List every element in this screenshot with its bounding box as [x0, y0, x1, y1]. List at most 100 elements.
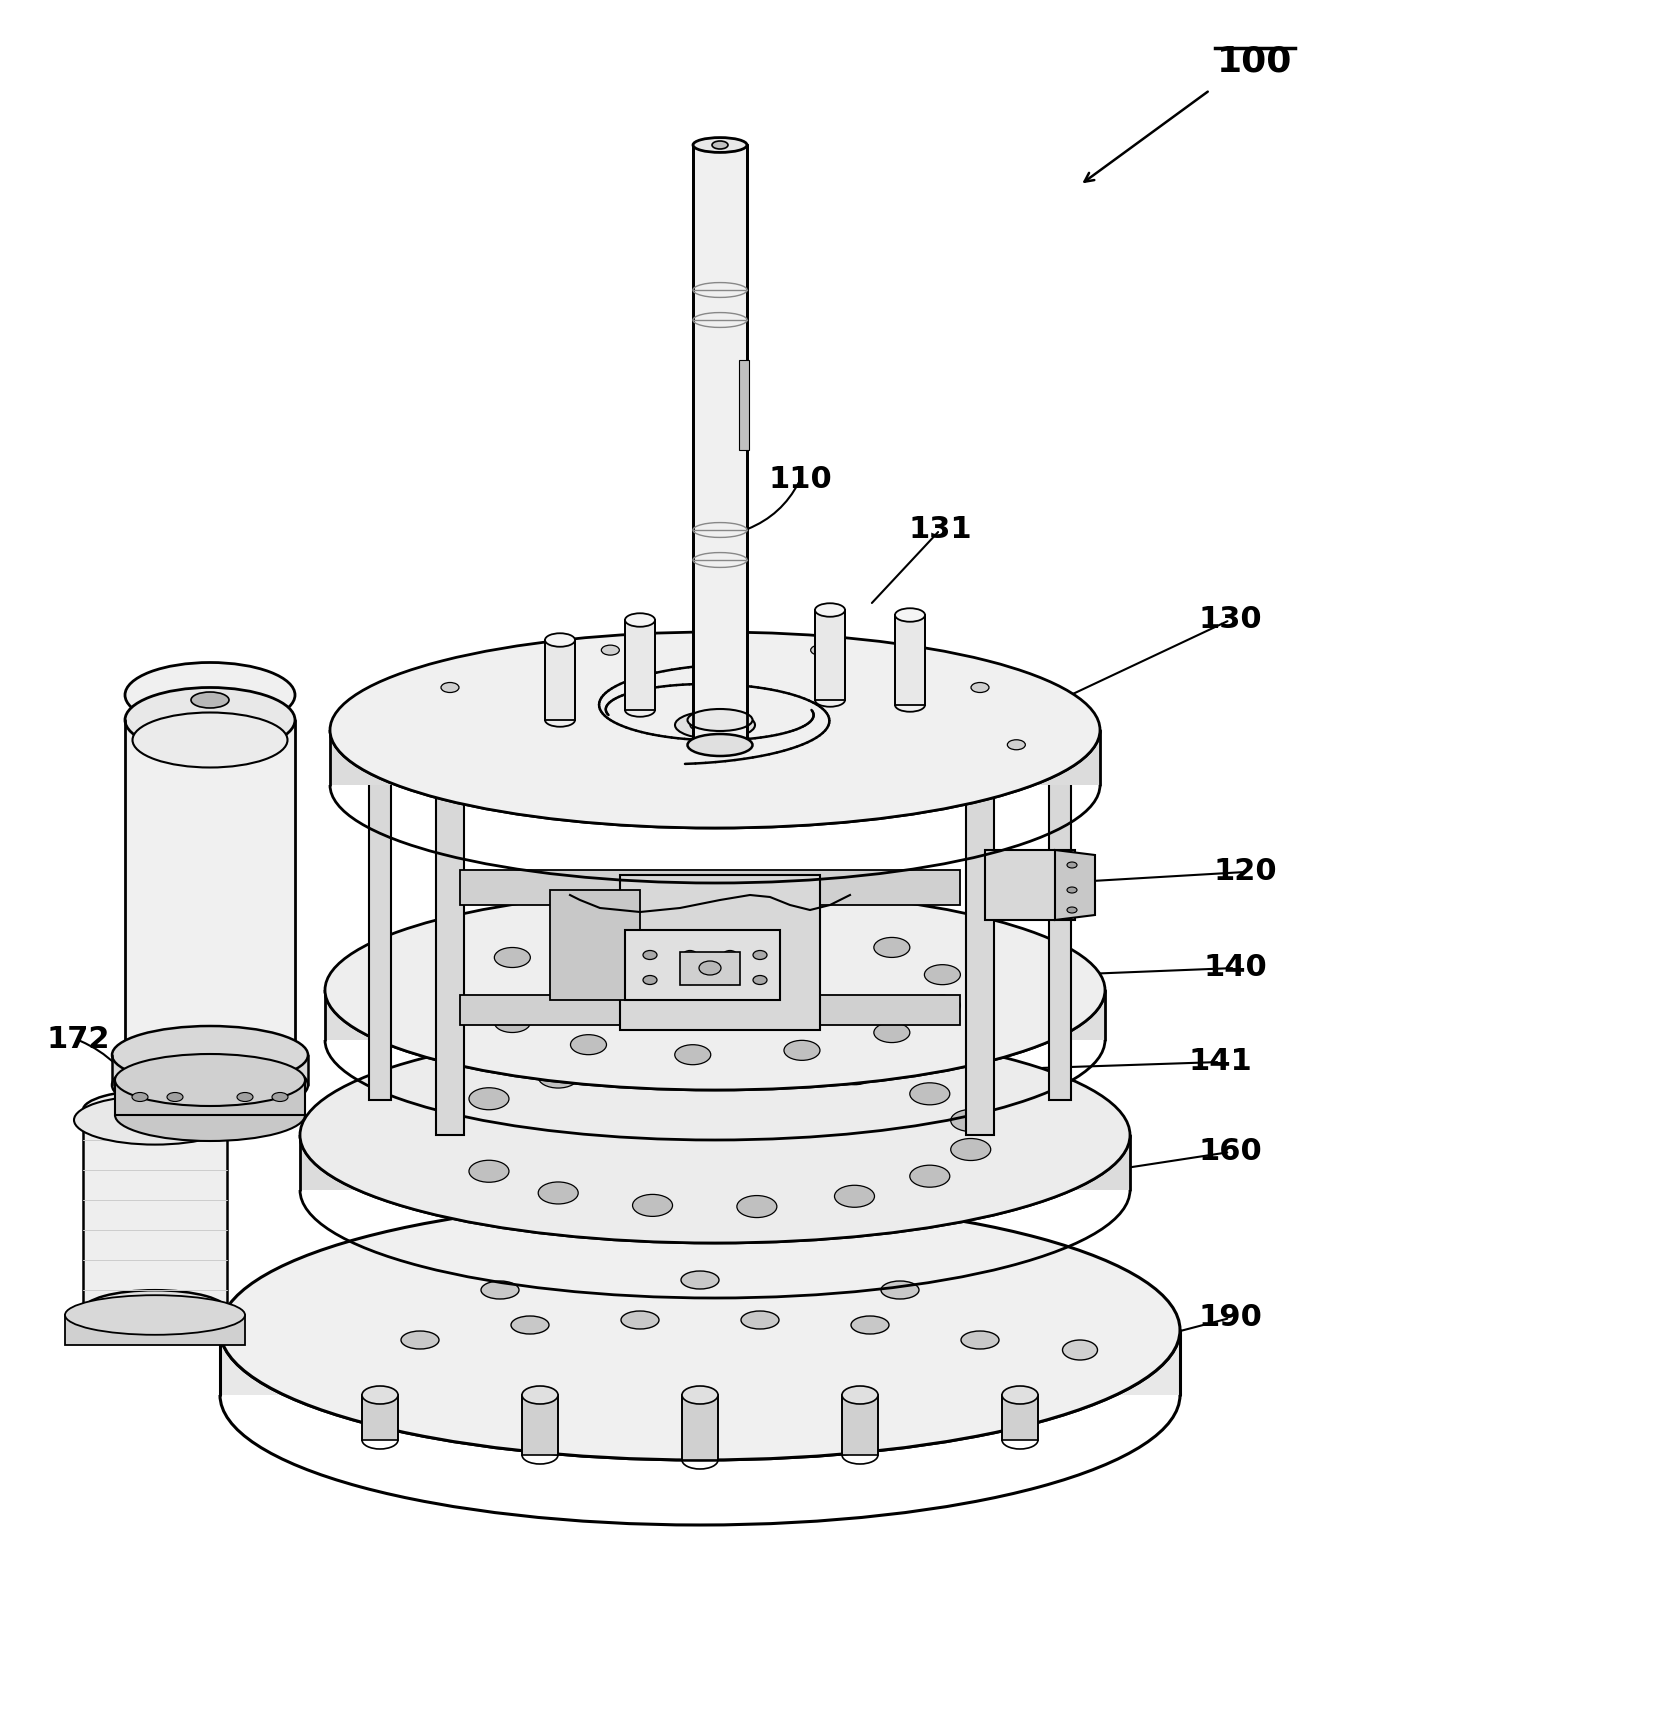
- Ellipse shape: [124, 663, 296, 727]
- Ellipse shape: [633, 1194, 673, 1216]
- Ellipse shape: [1049, 754, 1071, 766]
- Polygon shape: [114, 1081, 306, 1115]
- Polygon shape: [620, 874, 819, 1031]
- Ellipse shape: [675, 1045, 710, 1065]
- Ellipse shape: [683, 976, 697, 984]
- Ellipse shape: [1007, 740, 1026, 749]
- Ellipse shape: [970, 682, 989, 692]
- Ellipse shape: [326, 890, 1105, 1089]
- Polygon shape: [625, 929, 781, 1000]
- Ellipse shape: [965, 737, 994, 754]
- Ellipse shape: [683, 950, 697, 959]
- Ellipse shape: [480, 1282, 519, 1299]
- Text: 150: 150: [158, 701, 222, 730]
- Ellipse shape: [468, 1087, 509, 1110]
- Ellipse shape: [133, 713, 287, 768]
- Ellipse shape: [112, 1026, 307, 1084]
- Text: 140: 140: [1204, 953, 1268, 983]
- Ellipse shape: [724, 976, 737, 984]
- Polygon shape: [546, 641, 574, 720]
- Polygon shape: [1049, 759, 1071, 1100]
- Text: 110: 110: [767, 466, 831, 495]
- Ellipse shape: [301, 1027, 1130, 1244]
- Ellipse shape: [643, 950, 656, 959]
- Ellipse shape: [693, 137, 747, 153]
- Ellipse shape: [895, 608, 925, 622]
- Ellipse shape: [74, 1096, 237, 1144]
- Polygon shape: [895, 615, 925, 704]
- Text: 131: 131: [908, 515, 972, 545]
- Ellipse shape: [724, 950, 737, 959]
- Ellipse shape: [881, 1282, 918, 1299]
- Polygon shape: [986, 850, 1075, 921]
- Ellipse shape: [191, 692, 228, 708]
- Ellipse shape: [442, 682, 458, 692]
- Ellipse shape: [784, 919, 819, 940]
- Polygon shape: [326, 990, 1105, 1039]
- Ellipse shape: [873, 938, 910, 957]
- Polygon shape: [841, 1395, 878, 1455]
- Ellipse shape: [784, 1041, 819, 1060]
- Polygon shape: [814, 610, 845, 699]
- Ellipse shape: [401, 1331, 438, 1349]
- Polygon shape: [363, 1395, 398, 1440]
- Ellipse shape: [643, 976, 656, 984]
- Ellipse shape: [737, 1053, 777, 1074]
- Ellipse shape: [1066, 862, 1076, 868]
- Ellipse shape: [687, 734, 752, 756]
- Ellipse shape: [124, 1033, 296, 1087]
- Ellipse shape: [925, 966, 960, 984]
- Ellipse shape: [112, 1057, 307, 1113]
- Ellipse shape: [82, 1091, 227, 1130]
- Ellipse shape: [682, 1386, 719, 1404]
- Ellipse shape: [82, 1290, 227, 1330]
- Ellipse shape: [571, 1034, 606, 1055]
- Ellipse shape: [494, 948, 531, 967]
- Ellipse shape: [468, 1160, 509, 1182]
- Ellipse shape: [510, 1316, 549, 1333]
- Ellipse shape: [682, 1271, 719, 1288]
- Ellipse shape: [752, 976, 767, 984]
- Polygon shape: [625, 620, 655, 710]
- Polygon shape: [693, 144, 747, 740]
- Ellipse shape: [363, 1386, 398, 1404]
- Polygon shape: [1002, 1395, 1038, 1440]
- Ellipse shape: [621, 1311, 658, 1330]
- Ellipse shape: [546, 634, 574, 646]
- Ellipse shape: [841, 1386, 878, 1404]
- Ellipse shape: [752, 950, 767, 959]
- Ellipse shape: [539, 1067, 578, 1087]
- Ellipse shape: [601, 646, 620, 655]
- Ellipse shape: [437, 737, 463, 754]
- Ellipse shape: [712, 141, 729, 149]
- Ellipse shape: [960, 1331, 999, 1349]
- Ellipse shape: [114, 1089, 306, 1141]
- Polygon shape: [551, 890, 640, 1000]
- Text: 130: 130: [1199, 605, 1263, 634]
- Polygon shape: [82, 1110, 227, 1311]
- Ellipse shape: [633, 1053, 673, 1075]
- Ellipse shape: [950, 1110, 991, 1132]
- Ellipse shape: [675, 916, 710, 935]
- Ellipse shape: [834, 1185, 875, 1208]
- Polygon shape: [965, 746, 994, 1136]
- Polygon shape: [112, 1055, 307, 1086]
- Ellipse shape: [851, 1316, 888, 1333]
- Ellipse shape: [814, 603, 845, 617]
- Ellipse shape: [834, 1063, 875, 1084]
- Polygon shape: [1054, 850, 1095, 921]
- Ellipse shape: [925, 995, 960, 1015]
- Text: 100: 100: [1217, 45, 1293, 79]
- Ellipse shape: [737, 1196, 777, 1218]
- Polygon shape: [460, 869, 960, 905]
- Ellipse shape: [272, 1093, 289, 1101]
- Text: 160: 160: [1199, 1137, 1263, 1167]
- Ellipse shape: [220, 1199, 1180, 1460]
- Bar: [739, 361, 749, 450]
- Ellipse shape: [740, 1311, 779, 1330]
- Ellipse shape: [124, 687, 296, 752]
- Ellipse shape: [625, 613, 655, 627]
- Polygon shape: [301, 1136, 1130, 1191]
- Polygon shape: [331, 730, 1100, 785]
- Ellipse shape: [114, 1055, 306, 1106]
